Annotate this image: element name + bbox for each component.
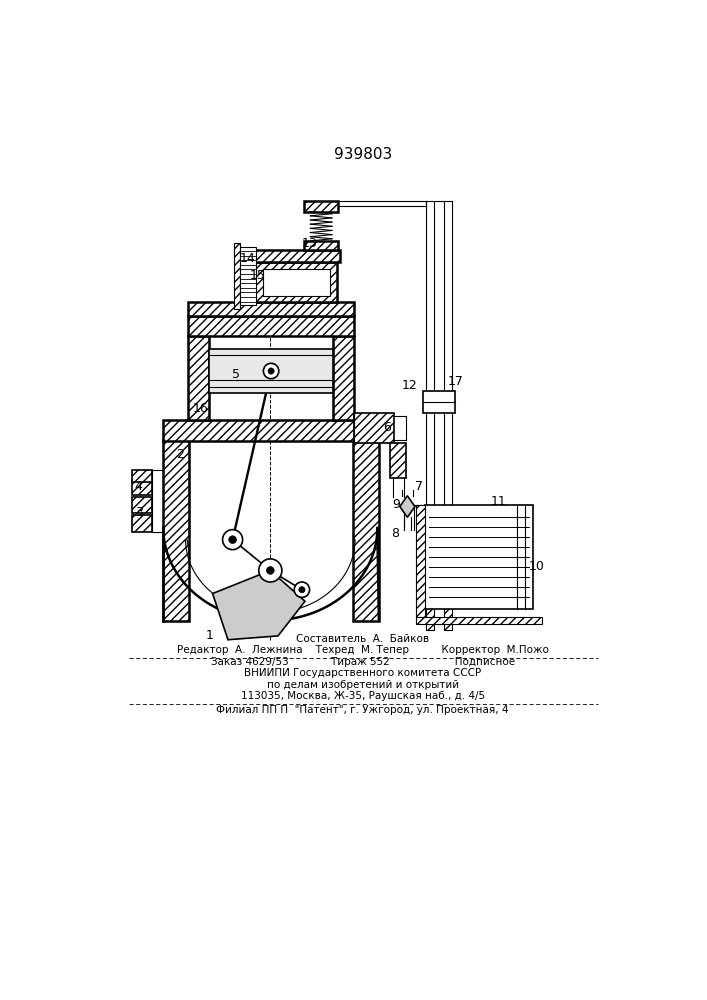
Bar [444,530,452,630]
Text: 1: 1 [206,629,214,642]
Bar [132,515,152,532]
Text: 7: 7 [415,480,423,493]
Bar [264,269,330,296]
Text: 6: 6 [382,421,390,434]
Text: по делам изобретений и открытий: по делам изобретений и открытий [267,680,459,690]
Polygon shape [400,496,415,517]
Text: 15: 15 [250,269,266,282]
Bar [425,505,533,609]
Text: Заказ 4629/53             Тираж 552                    Подписное: Заказ 4629/53 Тираж 552 Подписное [211,657,515,667]
Bar [304,241,338,250]
Polygon shape [213,570,305,640]
Text: 17: 17 [448,375,464,388]
Bar [132,497,152,513]
Bar [390,443,406,478]
Text: 5: 5 [233,368,240,381]
Circle shape [229,536,236,544]
Bar [132,470,152,482]
Text: 11: 11 [491,495,506,508]
Bar [333,336,354,420]
Text: Филиал ПП П  "Патент", г. Ужгород, ул. Проектная, 4: Филиал ПП П "Патент", г. Ужгород, ул. Пр… [216,705,509,715]
Bar [163,440,189,620]
Text: Составитель  А.  Байков: Составитель А. Байков [296,634,429,644]
Bar [423,391,455,413]
Text: 10: 10 [529,560,544,573]
Bar [304,201,338,212]
Text: 8: 8 [391,527,399,540]
Bar [188,336,209,420]
Circle shape [268,368,274,374]
Text: Редактор  А.  Лежнина    Техред  М. Тепер          Корректор  М.Пожо: Редактор А. Лежнина Техред М. Тепер Корр… [177,645,549,655]
Bar [416,505,425,617]
Text: 12: 12 [402,379,418,392]
Text: 2: 2 [176,448,184,461]
Circle shape [294,582,310,597]
Text: 4: 4 [135,480,143,493]
Bar [209,349,333,393]
Bar [240,247,256,305]
Circle shape [267,567,274,574]
Circle shape [223,530,243,550]
Text: 3: 3 [135,506,143,519]
Text: 14: 14 [240,252,256,265]
Bar [132,481,152,495]
Bar [250,250,340,262]
Bar [163,420,379,441]
Bar [354,440,379,620]
Text: 113035, Москва, Ж-35, Раушская наб., д. 4/5: 113035, Москва, Ж-35, Раушская наб., д. … [240,691,485,701]
Text: 16: 16 [192,402,208,415]
Text: ВНИИПИ Государственного комитета СССР: ВНИИПИ Государственного комитета СССР [244,668,481,678]
Text: 9: 9 [392,498,401,512]
Circle shape [264,363,279,379]
Text: 13: 13 [302,237,317,250]
Bar [416,617,542,624]
Circle shape [259,559,282,582]
Bar [354,413,395,443]
Bar [188,302,354,316]
Bar [188,316,354,336]
Circle shape [299,587,305,593]
Bar [426,530,433,630]
Bar [234,243,240,309]
Bar [254,262,337,302]
Text: 939803: 939803 [334,147,392,162]
